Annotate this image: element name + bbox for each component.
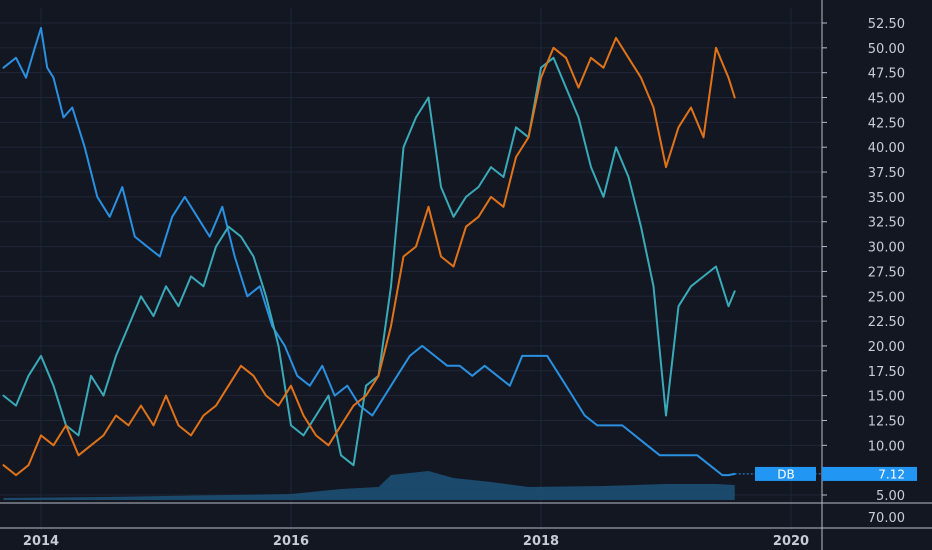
symbol-flag-box bbox=[755, 466, 816, 481]
y-tick-label-18: 5.00 bbox=[876, 489, 905, 504]
volume-area bbox=[3, 471, 735, 500]
volume-area-shape bbox=[3, 471, 735, 500]
y-tick-label-16: 12.50 bbox=[868, 414, 905, 429]
last-value-flag: DB 7.12 bbox=[734, 466, 917, 481]
volume-tick-label: 70.00 bbox=[868, 511, 905, 526]
y-tick-label-17: 10.00 bbox=[868, 439, 905, 454]
y-tick-label-0: 52.50 bbox=[868, 17, 905, 32]
x-tick-label-3: 2020 bbox=[773, 534, 809, 549]
y-tick-label-13: 20.00 bbox=[868, 340, 905, 355]
price-scale[interactable]: 52.50 50.00 47.50 45.00 42.50 40.00 37.50 35.00… bbox=[822, 17, 905, 526]
symbol-flag-label: DB bbox=[777, 467, 794, 481]
y-tick-label-7: 35.00 bbox=[868, 191, 905, 206]
y-tick-label-2: 47.50 bbox=[868, 67, 905, 82]
x-tick-label-1: 2016 bbox=[273, 534, 309, 549]
y-tick-label-10: 27.50 bbox=[868, 265, 905, 280]
y-tick-label-4: 42.50 bbox=[868, 116, 905, 131]
y-tick-label-14: 17.50 bbox=[868, 365, 905, 380]
y-tick-label-6: 37.50 bbox=[868, 166, 905, 181]
price-series bbox=[2, 27, 736, 477]
x-tick-label-2: 2018 bbox=[523, 534, 559, 549]
value-flag-label: 7.12 bbox=[878, 467, 905, 481]
y-tick-label-12: 22.50 bbox=[868, 315, 905, 330]
teal-series-line bbox=[2, 56, 736, 467]
time-scale[interactable]: 2014 2016 2018 2020 bbox=[23, 534, 809, 549]
y-tick-label-15: 15.00 bbox=[868, 390, 905, 405]
y-tick-label-11: 25.00 bbox=[868, 290, 905, 305]
y-tick-label-9: 30.00 bbox=[868, 241, 905, 256]
y-tick-label-3: 45.00 bbox=[868, 92, 905, 107]
y-tick-label-8: 32.50 bbox=[868, 216, 905, 231]
y-tick-label-5: 40.00 bbox=[868, 141, 905, 156]
value-flag-box bbox=[822, 466, 917, 481]
db-series-line bbox=[2, 27, 736, 477]
y-tick-label-1: 50.00 bbox=[868, 42, 905, 57]
orange-series-line bbox=[2, 36, 736, 477]
x-tick-label-0: 2014 bbox=[23, 534, 59, 549]
